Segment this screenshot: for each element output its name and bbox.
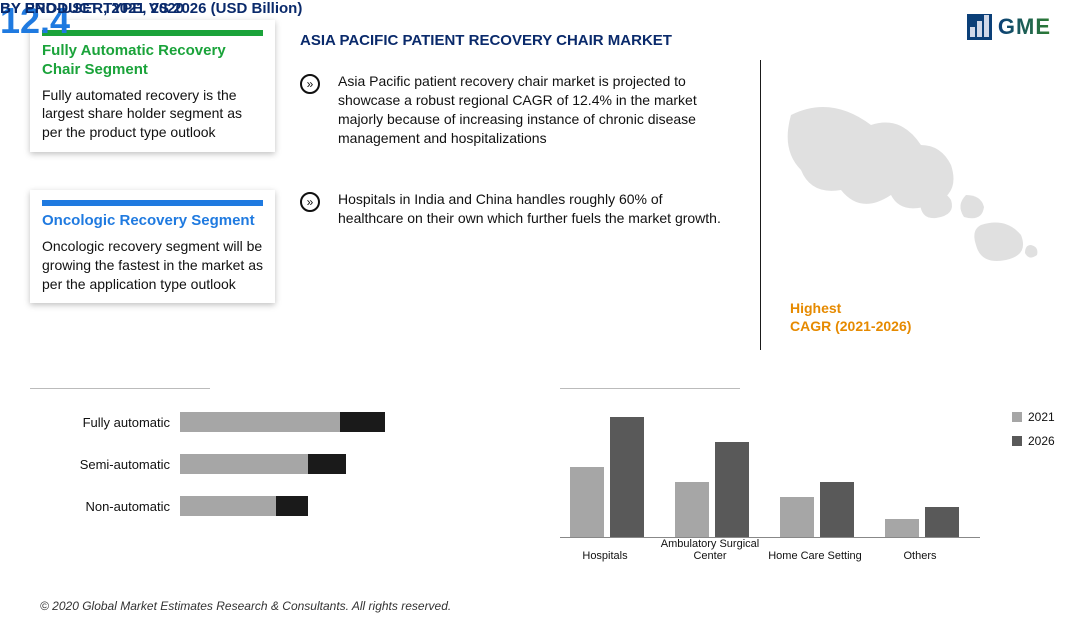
gbar-2021 bbox=[780, 497, 814, 537]
enduser-chart: HospitalsAmbulatory Surgical CenterHome … bbox=[560, 408, 990, 558]
card-title: Fully Automatic Recovery Chair Segment bbox=[42, 42, 263, 80]
section-title-enduser: BY END-USER, 2021 VS 2026 (USD Billion) bbox=[0, 0, 302, 17]
cagr-label-range: CAGR (2021-2026) bbox=[790, 318, 911, 334]
gbar-2026 bbox=[820, 482, 854, 537]
gbar-2021 bbox=[675, 482, 709, 537]
bullet-text: Asia Pacific patient recovery chair mark… bbox=[338, 72, 730, 148]
legend-item: 2021 bbox=[1012, 410, 1055, 424]
hbar-row: Fully automatic bbox=[30, 412, 385, 432]
cagr-label-highest: Highest bbox=[790, 300, 841, 316]
hbar-segment-a bbox=[180, 412, 340, 432]
bullet-item: » Hospitals in India and China handles r… bbox=[300, 190, 730, 228]
section-rule bbox=[30, 388, 210, 389]
legend: 2021 2026 bbox=[1012, 410, 1055, 448]
gbar-label: Home Care Setting bbox=[765, 550, 865, 562]
card-body: Fully automated recovery is the largest … bbox=[42, 86, 263, 143]
hbar-segment-b bbox=[340, 412, 385, 432]
hbar-segment-a bbox=[180, 454, 308, 474]
card-oncologic: Oncologic Recovery Segment Oncologic rec… bbox=[30, 190, 275, 303]
hbar-track bbox=[180, 496, 308, 516]
hbar-track bbox=[180, 454, 346, 474]
gbar-2021 bbox=[570, 467, 604, 537]
legend-label: 2026 bbox=[1028, 434, 1055, 448]
bullet-text: Hospitals in India and China handles rou… bbox=[338, 190, 730, 228]
card-title: Oncologic Recovery Segment bbox=[42, 212, 263, 231]
gbar-2026 bbox=[610, 417, 644, 537]
gbar-group bbox=[570, 417, 644, 537]
legend-label: 2021 bbox=[1028, 410, 1055, 424]
logo-bars-icon bbox=[967, 14, 992, 40]
hbar-segment-b bbox=[308, 454, 346, 474]
hbar-label: Fully automatic bbox=[30, 415, 180, 430]
page-title: ASIA PACIFIC PATIENT RECOVERY CHAIR MARK… bbox=[300, 32, 672, 49]
section-rule bbox=[560, 388, 740, 389]
gbar-label: Hospitals bbox=[555, 550, 655, 562]
vertical-divider bbox=[760, 60, 761, 350]
chevron-right-icon: » bbox=[300, 74, 320, 94]
hbar-label: Non-automatic bbox=[30, 499, 180, 514]
gbar-group bbox=[885, 507, 959, 537]
card-accent-bar bbox=[42, 30, 263, 36]
logo-text: GME bbox=[998, 14, 1051, 40]
asia-pacific-map-icon bbox=[771, 95, 1051, 265]
card-accent-bar bbox=[42, 200, 263, 206]
legend-swatch bbox=[1012, 436, 1022, 446]
gbar-2021 bbox=[885, 519, 919, 537]
hbar-row: Semi-automatic bbox=[30, 454, 346, 474]
gbar-group bbox=[780, 482, 854, 537]
hbar-segment-a bbox=[180, 496, 276, 516]
hbar-row: Non-automatic bbox=[30, 496, 308, 516]
hbar-label: Semi-automatic bbox=[30, 457, 180, 472]
gbar-label: Ambulatory Surgical Center bbox=[660, 538, 760, 562]
copyright: © 2020 Global Market Estimates Research … bbox=[40, 599, 451, 613]
chevron-right-icon: » bbox=[300, 192, 320, 212]
logo: GME bbox=[967, 14, 1051, 40]
gbar-label: Others bbox=[870, 550, 970, 562]
hbar-track bbox=[180, 412, 385, 432]
legend-swatch bbox=[1012, 412, 1022, 422]
gbar-2026 bbox=[925, 507, 959, 537]
hbar-segment-b bbox=[276, 496, 308, 516]
gbar-group bbox=[675, 442, 749, 537]
card-body: Oncologic recovery segment will be growi… bbox=[42, 237, 263, 294]
x-axis bbox=[560, 537, 980, 538]
bullet-item: » Asia Pacific patient recovery chair ma… bbox=[300, 72, 730, 148]
gbar-2026 bbox=[715, 442, 749, 537]
legend-item: 2026 bbox=[1012, 434, 1055, 448]
